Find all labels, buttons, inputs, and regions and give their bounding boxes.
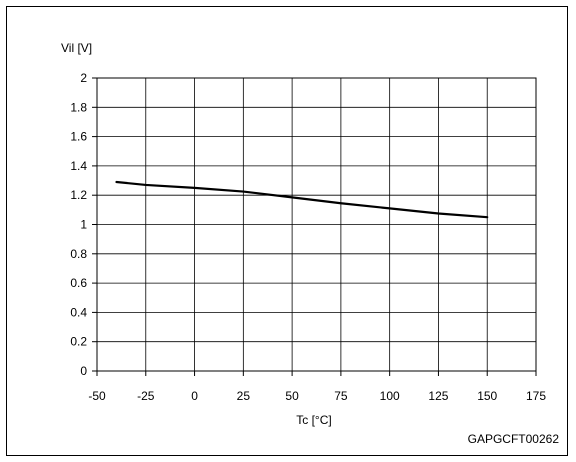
x-tick-label: 100 — [380, 389, 400, 403]
y-tick-label: 1.6 — [70, 130, 87, 144]
x-tick-label: 0 — [191, 389, 198, 403]
x-tick-label: 75 — [334, 389, 348, 403]
x-axis: -50 -25 0 25 50 75 100 125 150 175 — [88, 371, 546, 403]
series-line — [115, 180, 489, 219]
x-tick-label: 50 — [285, 389, 299, 403]
y-tick-label: 1.8 — [70, 100, 87, 114]
y-tick-label: 1 — [80, 218, 87, 232]
y-tick-label: 0 — [80, 364, 87, 378]
y-axis-label: Vil [V] — [61, 41, 92, 55]
y-tick-label: 0.4 — [70, 305, 87, 319]
x-tick-label: -25 — [137, 389, 155, 403]
y-tick-label: 0.2 — [70, 335, 87, 349]
grid — [96, 77, 537, 372]
x-axis-label: Tc [°C] — [296, 413, 331, 427]
x-tick-label: 25 — [237, 389, 251, 403]
x-tick-label: 175 — [526, 389, 546, 403]
figure-code: GAPGCFT00262 — [468, 432, 560, 446]
x-tick-label: -50 — [88, 389, 106, 403]
chart: 0 0.2 0.4 0.6 0.8 1 1.2 1.4 1.6 1.8 2 -50 -25 0 25 50 7… — [61, 41, 560, 446]
y-tick-label: 1.4 — [70, 159, 87, 173]
series — [115, 180, 489, 219]
y-tick-label: 0.6 — [70, 276, 87, 290]
y-axis: 0 0.2 0.4 0.6 0.8 1 1.2 1.4 1.6 1.8 2 — [70, 71, 97, 378]
y-tick-label: 2 — [80, 71, 87, 85]
x-tick-label: 125 — [428, 389, 448, 403]
y-tick-label: 1.2 — [70, 188, 87, 202]
x-tick-label: 150 — [477, 389, 497, 403]
y-tick-label: 0.8 — [70, 247, 87, 261]
figure-frame: 0 0.2 0.4 0.6 0.8 1 1.2 1.4 1.6 1.8 2 -50 -25 0 25 50 7… — [6, 6, 568, 456]
